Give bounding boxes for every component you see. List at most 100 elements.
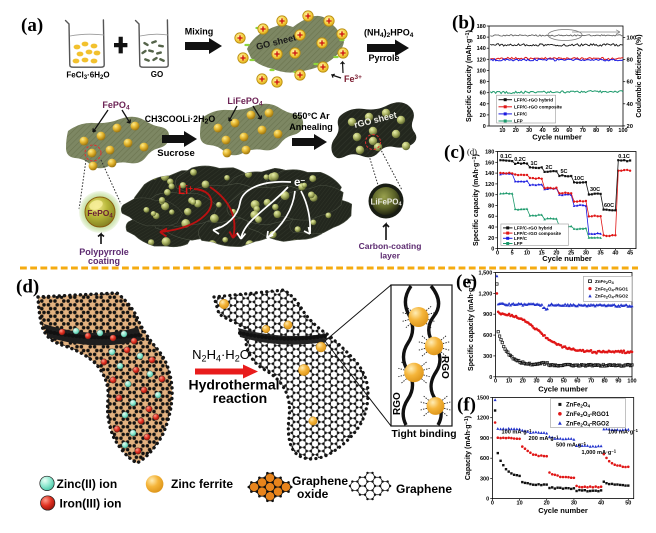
svg-text:20: 20 xyxy=(553,251,559,257)
svg-text:500 mA·g−1: 500 mA·g−1 xyxy=(556,441,587,449)
svg-text:Tight binding: Tight binding xyxy=(391,429,456,440)
svg-text:180: 180 xyxy=(485,150,494,156)
svg-text:35: 35 xyxy=(598,251,604,257)
svg-text:LFP: LFP xyxy=(514,119,523,124)
svg-text:1,000 mA·g−1: 1,000 mA·g−1 xyxy=(582,449,617,457)
svg-text:0: 0 xyxy=(494,379,497,385)
svg-text:Cycle number: Cycle number xyxy=(538,385,588,394)
svg-text:Specific capacity (mAh·g−1): Specific capacity (mAh·g−1) xyxy=(472,154,480,246)
svg-text:15: 15 xyxy=(539,251,545,257)
svg-text:RGO: RGO xyxy=(392,392,403,415)
svg-text:120: 120 xyxy=(477,57,486,63)
svg-text:LFP/C-rGO hybrid: LFP/C-rGO hybrid xyxy=(514,97,553,102)
svg-text:100: 100 xyxy=(618,128,627,134)
svg-text:FeCl3·6H2O: FeCl3·6H2O xyxy=(66,71,109,82)
svg-text:5C: 5C xyxy=(560,169,567,175)
svg-text:80: 80 xyxy=(488,203,494,209)
svg-text:45: 45 xyxy=(627,251,633,257)
svg-text:30: 30 xyxy=(526,128,532,134)
svg-text:Hydrothermal: Hydrothermal xyxy=(188,377,279,393)
svg-text:0: 0 xyxy=(486,497,489,503)
svg-text:140: 140 xyxy=(477,46,486,52)
svg-text:300: 300 xyxy=(480,476,489,482)
svg-text:100: 100 xyxy=(485,193,494,199)
svg-text:140: 140 xyxy=(485,171,494,177)
svg-text:10: 10 xyxy=(524,251,530,257)
svg-text:160: 160 xyxy=(477,35,486,41)
svg-text:300: 300 xyxy=(483,354,492,360)
svg-text:50: 50 xyxy=(625,501,631,507)
svg-text:Coulombic efficiency (%): Coulombic efficiency (%) xyxy=(636,34,643,117)
svg-text:40: 40 xyxy=(547,379,553,385)
svg-text:FePO4: FePO4 xyxy=(102,100,130,112)
svg-text:10: 10 xyxy=(506,379,512,385)
svg-text:900: 900 xyxy=(483,312,492,318)
svg-text:0: 0 xyxy=(491,247,494,253)
svg-text:60: 60 xyxy=(566,128,572,134)
svg-text:100 mA·g−1: 100 mA·g−1 xyxy=(608,428,639,436)
svg-text:Graphene: Graphene xyxy=(292,474,348,488)
svg-text:100: 100 xyxy=(627,36,637,42)
svg-text:ZnFe2O4-RGO2: ZnFe2O4-RGO2 xyxy=(566,421,610,427)
svg-text:40: 40 xyxy=(480,102,486,108)
svg-text:0: 0 xyxy=(489,375,492,381)
svg-text:(d): (d) xyxy=(467,147,477,157)
svg-text:e−: e− xyxy=(294,176,305,189)
svg-text:(a): (a) xyxy=(21,15,43,36)
svg-text:(f): (f) xyxy=(457,395,476,416)
svg-text:20: 20 xyxy=(520,379,526,385)
svg-text:Graphene: Graphene xyxy=(396,482,452,496)
svg-text:10: 10 xyxy=(517,501,523,507)
svg-text:0: 0 xyxy=(496,251,499,257)
svg-text:1,200: 1,200 xyxy=(479,291,493,297)
svg-text:60: 60 xyxy=(627,80,633,86)
svg-text:LFP: LFP xyxy=(514,241,523,246)
svg-text:90: 90 xyxy=(607,128,613,134)
svg-text:20: 20 xyxy=(544,501,550,507)
svg-text:50: 50 xyxy=(561,379,567,385)
svg-text:Zinc ferrite: Zinc ferrite xyxy=(171,477,233,491)
svg-text:40: 40 xyxy=(627,102,633,108)
svg-text:180: 180 xyxy=(477,24,486,30)
svg-text:80: 80 xyxy=(602,379,608,385)
svg-text:20: 20 xyxy=(488,236,494,242)
svg-text:(b): (b) xyxy=(452,13,475,34)
svg-text:Zinc(II) ion: Zinc(II) ion xyxy=(57,477,118,491)
svg-text:ZnFe2O4-RGO1: ZnFe2O4-RGO1 xyxy=(566,412,610,418)
svg-text:100: 100 xyxy=(627,379,636,385)
svg-text:40: 40 xyxy=(612,251,618,257)
svg-text:Polypyrrole: Polypyrrole xyxy=(79,247,129,257)
svg-text:1C: 1C xyxy=(530,161,537,167)
svg-text:600: 600 xyxy=(483,333,492,339)
svg-text:60C: 60C xyxy=(604,203,614,209)
svg-text:1500: 1500 xyxy=(477,396,489,402)
svg-text:0: 0 xyxy=(491,501,494,507)
svg-text:10C: 10C xyxy=(574,176,584,182)
svg-text:LFP/C-rGO hybrid: LFP/C-rGO hybrid xyxy=(514,226,553,231)
svg-text:100 mA·g−1: 100 mA·g−1 xyxy=(502,428,533,436)
svg-text:FePO4: FePO4 xyxy=(87,208,113,220)
svg-text:50: 50 xyxy=(553,128,559,134)
svg-text:20: 20 xyxy=(480,113,486,119)
svg-text:reaction: reaction xyxy=(213,390,267,406)
svg-text:Fe3+: Fe3+ xyxy=(344,74,362,84)
svg-text:Sucrose: Sucrose xyxy=(157,148,195,159)
svg-text:0.2C: 0.2C xyxy=(514,157,526,163)
svg-text:1,500: 1,500 xyxy=(479,271,493,277)
svg-text:60: 60 xyxy=(480,91,486,97)
svg-text:650°C Ar: 650°C Ar xyxy=(292,111,330,121)
svg-text:LFP/C-rGO composite: LFP/C-rGO composite xyxy=(514,231,562,236)
svg-text:Cycle number: Cycle number xyxy=(542,254,592,263)
svg-text:80: 80 xyxy=(593,128,599,134)
svg-text:CH3COOLi·2H2O: CH3COOLi·2H2O xyxy=(145,114,216,126)
svg-text:20: 20 xyxy=(627,124,633,130)
svg-text:ZnFe2O4: ZnFe2O4 xyxy=(595,279,615,285)
svg-text:70: 70 xyxy=(580,128,586,134)
svg-text:N2H4·H2O: N2H4·H2O xyxy=(192,347,250,364)
svg-text:70: 70 xyxy=(588,379,594,385)
svg-text:ZnFe2O4-RGO2: ZnFe2O4-RGO2 xyxy=(595,294,628,300)
svg-text:LiFePO4: LiFePO4 xyxy=(370,198,402,208)
svg-text:1200: 1200 xyxy=(477,416,489,422)
svg-text:0.1C: 0.1C xyxy=(500,154,512,160)
svg-text:40: 40 xyxy=(598,501,604,507)
